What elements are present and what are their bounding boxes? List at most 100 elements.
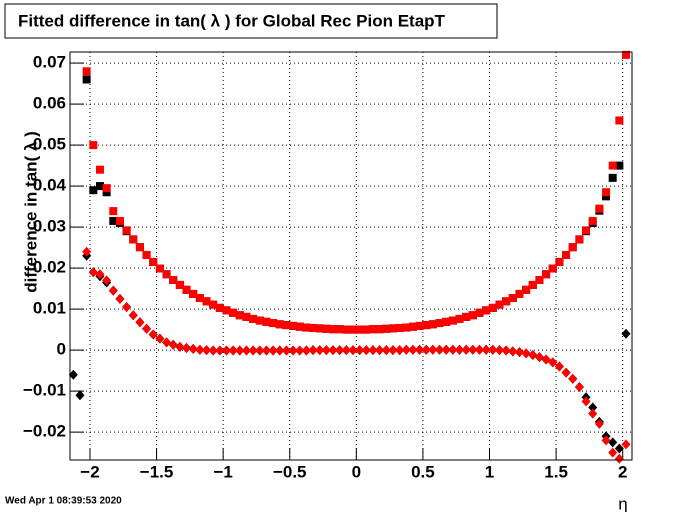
diamond-marker (221, 345, 231, 356)
diamond-marker (441, 344, 451, 355)
diamond-marker (574, 382, 584, 393)
diamond-marker (275, 345, 285, 356)
diamond-marker (68, 369, 78, 380)
diamond-marker (115, 293, 125, 304)
square-marker (468, 311, 477, 320)
x-tick-label: −1 (213, 462, 232, 481)
square-marker (502, 297, 511, 306)
diamond-marker (501, 345, 511, 356)
square-marker (255, 316, 264, 325)
y-tick-label: 0.03 (33, 217, 66, 236)
square-marker (162, 270, 171, 279)
square-marker (335, 325, 344, 334)
diamond-marker (455, 344, 465, 355)
square-marker (508, 294, 517, 303)
diamond-marker (588, 408, 598, 419)
diamond-marker (541, 354, 551, 365)
diamond-marker (308, 345, 318, 356)
title-box (4, 3, 498, 39)
square-marker (415, 321, 424, 330)
square-marker (435, 319, 444, 328)
diamond-marker (248, 345, 258, 356)
square-marker (189, 289, 198, 298)
diamond-marker (614, 443, 624, 454)
square-marker (555, 257, 564, 266)
square-marker (615, 161, 624, 170)
square-marker (368, 325, 377, 334)
diamond-marker (588, 402, 598, 413)
square-marker (355, 325, 364, 334)
square-marker (182, 285, 191, 294)
square-marker (209, 300, 218, 309)
diamond-marker (608, 437, 618, 448)
diamond-marker (135, 317, 145, 328)
diamond-marker (295, 345, 305, 356)
y-tick-label: −0.01 (23, 381, 66, 400)
square-marker (95, 182, 104, 191)
square-marker (375, 325, 384, 334)
diamond-marker (494, 345, 504, 356)
y-axis-label: difference in tan( λ ) (21, 131, 40, 293)
square-marker (302, 323, 311, 332)
diamond-marker (235, 345, 245, 356)
square-marker (395, 323, 404, 332)
square-marker (169, 275, 178, 284)
diamond-marker (415, 344, 425, 355)
diamond-marker (601, 435, 611, 446)
diamond-marker (301, 345, 311, 356)
diamond-marker (355, 345, 365, 356)
diamond-marker (315, 345, 325, 356)
diamond-marker (281, 345, 291, 356)
square-marker (622, 50, 631, 59)
diamond-marker (288, 345, 298, 356)
diamond-marker (168, 339, 178, 350)
x-axis-label: η (618, 494, 627, 512)
x-tick-label: −2 (80, 462, 99, 481)
square-marker (89, 141, 98, 150)
diamond-marker (122, 302, 132, 313)
diamond-marker (268, 345, 278, 356)
square-marker (575, 235, 584, 244)
square-marker (348, 325, 357, 334)
square-marker (495, 300, 504, 309)
square-marker (149, 257, 158, 266)
square-marker (262, 317, 271, 326)
square-marker (229, 308, 238, 317)
square-marker (309, 323, 318, 332)
diamond-marker (182, 343, 192, 354)
diamond-marker (428, 344, 438, 355)
y-tick-label: 0.02 (33, 258, 66, 277)
y-tick-label: 0.06 (33, 94, 66, 113)
square-marker (202, 297, 211, 306)
diamond-marker (408, 344, 418, 355)
diamond-marker (255, 345, 265, 356)
markers (68, 50, 631, 464)
plot-frame (69, 51, 633, 461)
diamond-marker (435, 344, 445, 355)
square-marker (102, 188, 111, 197)
diamond-marker (215, 345, 225, 356)
diamond-marker (594, 418, 604, 429)
diamond-marker (208, 345, 218, 356)
diamond-marker (175, 341, 185, 352)
diamond-marker (395, 345, 405, 356)
square-marker (488, 303, 497, 312)
square-marker (282, 321, 291, 330)
square-marker (422, 321, 431, 330)
diamond-marker (401, 344, 411, 355)
diamond-marker (348, 345, 358, 356)
diamond-marker (475, 344, 485, 355)
square-marker (122, 226, 131, 235)
square-marker (109, 216, 118, 225)
diamond-marker (508, 346, 518, 357)
diamond-marker (468, 344, 478, 355)
diamond-marker (448, 344, 458, 355)
diamond-marker (368, 345, 378, 356)
square-marker (408, 322, 417, 331)
square-marker (388, 324, 397, 333)
y-tick-label: 0.07 (33, 53, 66, 72)
diamond-marker (148, 329, 158, 340)
square-marker (608, 173, 617, 182)
diamond-marker (381, 345, 391, 356)
